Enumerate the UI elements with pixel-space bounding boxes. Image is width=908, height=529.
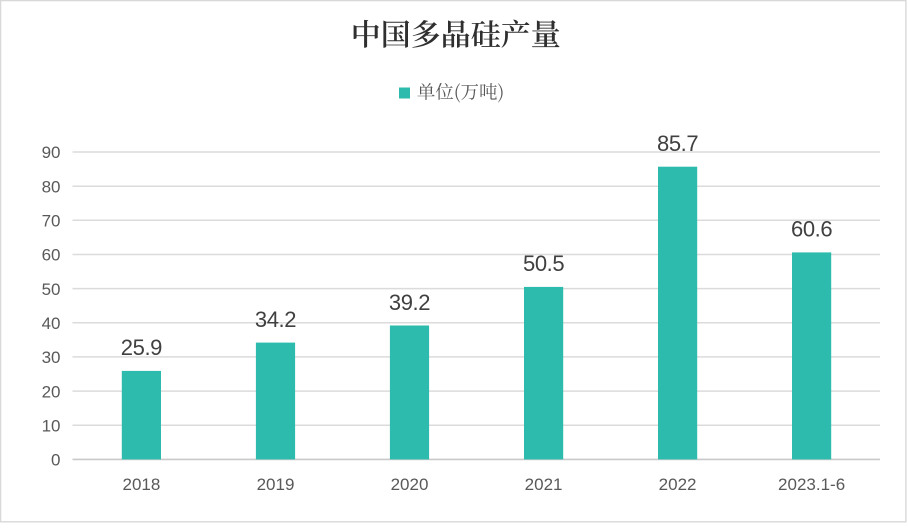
- svg-text:34.2: 34.2: [255, 307, 296, 332]
- svg-text:10: 10: [42, 416, 61, 435]
- svg-text:0: 0: [51, 451, 60, 470]
- svg-text:2020: 2020: [391, 475, 429, 494]
- svg-text:80: 80: [42, 177, 61, 196]
- svg-text:90: 90: [42, 143, 61, 162]
- svg-text:2018: 2018: [122, 475, 160, 494]
- svg-text:50: 50: [42, 280, 61, 299]
- svg-text:70: 70: [42, 212, 61, 231]
- svg-text:60.6: 60.6: [791, 217, 832, 242]
- svg-text:60: 60: [42, 246, 61, 265]
- svg-text:85.7: 85.7: [657, 131, 698, 156]
- svg-text:2021: 2021: [525, 475, 563, 494]
- svg-text:20: 20: [42, 382, 61, 401]
- svg-text:30: 30: [42, 348, 61, 367]
- svg-text:2022: 2022: [659, 475, 697, 494]
- svg-text:40: 40: [42, 314, 61, 333]
- svg-text:2023.1-6: 2023.1-6: [778, 475, 845, 494]
- svg-text:50.5: 50.5: [523, 251, 564, 276]
- svg-text:39.2: 39.2: [389, 290, 430, 315]
- svg-text:2019: 2019: [257, 475, 295, 494]
- svg-text:25.9: 25.9: [121, 335, 162, 360]
